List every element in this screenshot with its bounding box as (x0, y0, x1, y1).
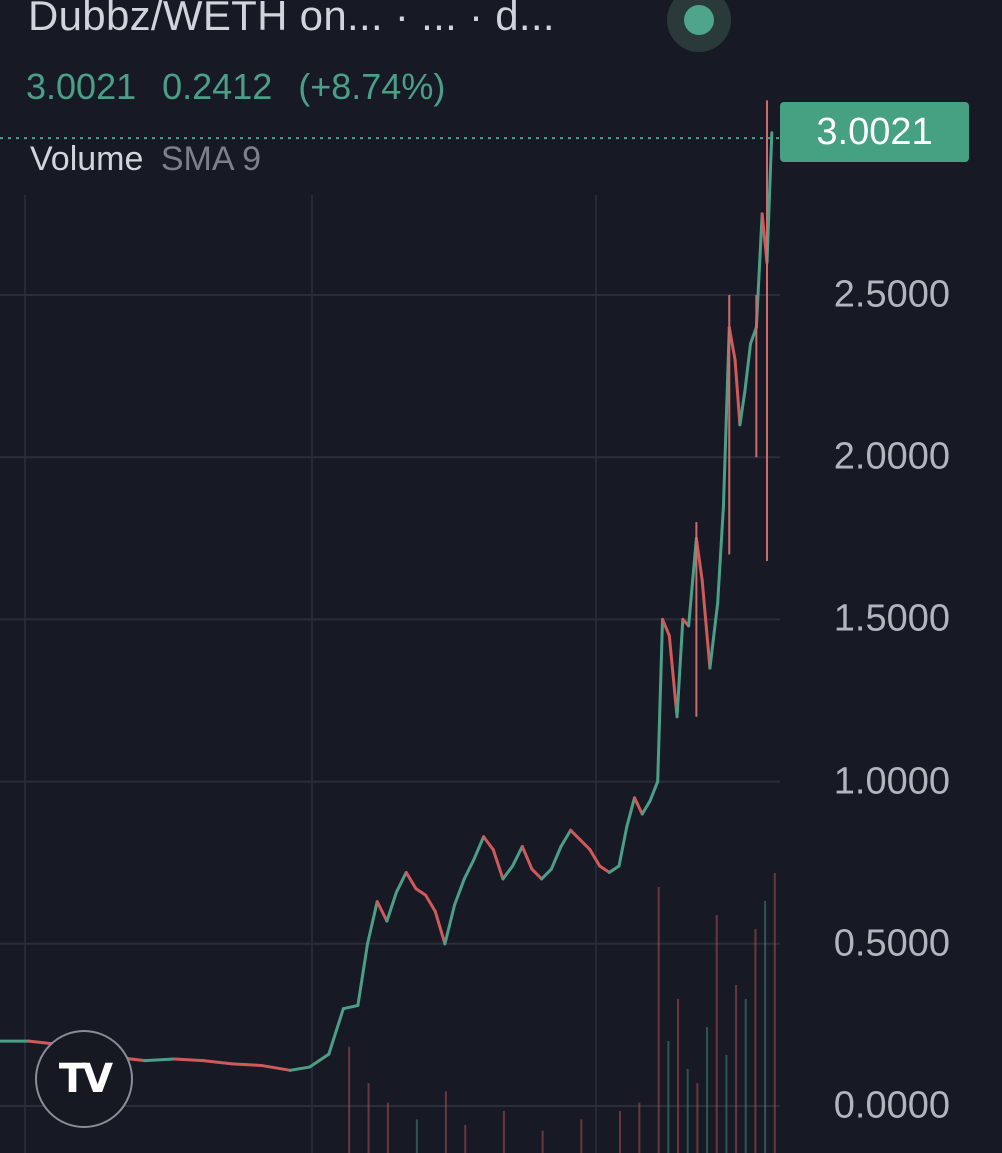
price-segment (661, 617, 671, 638)
price-segment (230, 1062, 263, 1067)
volume-bar (541, 1130, 544, 1153)
y-tick-label: 1.0000 (833, 760, 950, 803)
volume-bar (348, 1046, 351, 1153)
volume-bar (502, 1111, 505, 1153)
price-segment (700, 578, 712, 670)
price-segment (385, 890, 399, 923)
live-dot-icon (684, 5, 714, 35)
live-status-button[interactable] (667, 0, 731, 52)
tradingview-logo-icon[interactable]: TV (35, 1030, 133, 1128)
last-price-value: 3.0021 (26, 66, 137, 107)
volume-bar (706, 1027, 709, 1153)
volume-bar (725, 1055, 728, 1153)
price-segment (491, 848, 505, 881)
volume-indicator-legend[interactable]: Volume SMA 9 (30, 140, 261, 179)
volume-bar (386, 1102, 389, 1153)
price-segment (375, 900, 389, 923)
price-segment (308, 1052, 331, 1069)
price-segment (520, 844, 534, 871)
volume-bar (715, 915, 718, 1153)
price-segment (443, 903, 457, 946)
price-segment (453, 877, 466, 907)
price-segment (433, 909, 447, 946)
price-segment (540, 867, 553, 881)
volume-bar (744, 999, 747, 1153)
volume-bar (464, 1125, 467, 1153)
price-segment (578, 838, 592, 852)
logo-text: TV (58, 1056, 113, 1102)
y-tick-label: 0.5000 (833, 922, 950, 965)
price-segment (341, 1003, 360, 1011)
price-segment (559, 828, 573, 848)
volume-bar (638, 1102, 641, 1153)
y-tick-label: 2.0000 (833, 435, 950, 478)
price-segment (414, 887, 428, 897)
y-tick-label: 0.0000 (833, 1084, 950, 1127)
volume-bar (686, 1069, 689, 1153)
price-segment (733, 358, 742, 427)
price-segment (259, 1063, 292, 1072)
last-price-tag: 3.0021 (780, 102, 969, 162)
volume-bar (580, 1119, 583, 1153)
price-segment (327, 1007, 345, 1056)
price-segment (675, 617, 685, 719)
price-segment (356, 942, 370, 1007)
price-summary: 3.0021 0.2412 (+8.74%) (26, 66, 461, 108)
price-segment (143, 1057, 176, 1063)
volume-bar (754, 929, 757, 1153)
price-segment (549, 844, 563, 871)
pair-title[interactable]: Dubbz/WETH on... · ... · d... (28, 0, 555, 39)
price-segment (667, 634, 679, 719)
price-segment (462, 857, 476, 881)
price-segment (366, 900, 379, 946)
price-segment (404, 870, 418, 891)
price-segment (395, 870, 408, 894)
price-segment (472, 835, 486, 861)
volume-bar (367, 1083, 370, 1153)
volume-bar (444, 1091, 447, 1153)
price-segment (716, 504, 725, 605)
volume-bar (764, 901, 767, 1153)
y-tick-label: 2.5000 (833, 273, 950, 316)
volume-bar (735, 985, 738, 1153)
price-segment (625, 796, 636, 829)
price-segment (511, 844, 524, 868)
price-segment (201, 1059, 234, 1066)
volume-bar (619, 1111, 622, 1153)
price-segment (288, 1065, 312, 1072)
price-segment (656, 617, 665, 784)
indicator-params: SMA 9 (160, 140, 262, 178)
price-segment (632, 796, 644, 816)
price-segment (598, 864, 611, 874)
price-segment (569, 828, 582, 842)
indicator-name: Volume (30, 140, 144, 178)
price-segment (743, 342, 753, 394)
change-value: 0.2412 (162, 66, 273, 107)
volume-bar (696, 1083, 699, 1153)
y-tick-label: 1.5000 (833, 597, 950, 640)
price-segment (738, 390, 747, 427)
price-segment (640, 799, 652, 816)
price-segment (482, 835, 495, 852)
volume-bar (657, 887, 660, 1153)
price-segment (172, 1057, 205, 1063)
price-segment (530, 867, 544, 881)
price-segment (708, 601, 720, 670)
volume-bar (773, 873, 776, 1153)
volume-bar (415, 1119, 418, 1153)
volume-bar (677, 999, 680, 1153)
price-segment (588, 848, 602, 868)
volume-bar (667, 1041, 670, 1153)
price-segment (687, 536, 698, 628)
price-segment (501, 864, 515, 881)
price-segment (607, 864, 621, 874)
change-percent: (+8.74%) (298, 66, 446, 107)
price-segment (648, 780, 660, 803)
price-segment (424, 893, 437, 913)
price-segment (617, 825, 629, 868)
